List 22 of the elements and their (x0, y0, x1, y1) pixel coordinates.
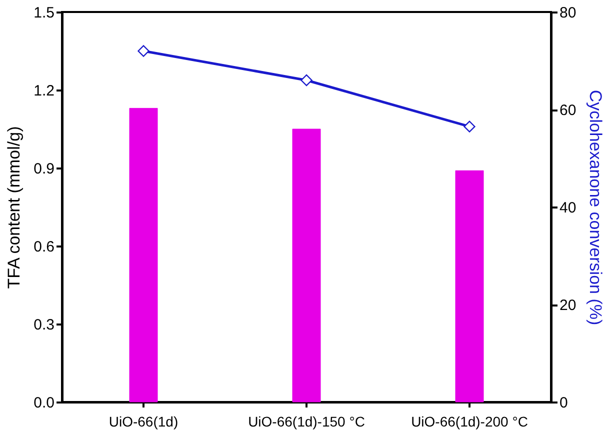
bar (455, 170, 484, 402)
point (300, 74, 312, 86)
y-tick-label: 1.5 (34, 4, 54, 22)
y-tick-label: 1.2 (34, 82, 54, 100)
y-tick-label: 0.3 (34, 316, 54, 334)
y-tick-label: 0.6 (34, 238, 54, 256)
x-tick-label: UiO-66(1d) (108, 414, 178, 430)
y-axis-title: TFA content (mmol/g) (4, 126, 24, 289)
y-tick-label: 0.0 (34, 394, 54, 412)
y2-tick-label: 40 (560, 200, 576, 216)
y-tick-label: 0.9 (34, 160, 54, 178)
x-tick-label: UiO-66(1d)-150 °C (248, 414, 365, 430)
x-tick-label: UiO-66(1d)-200 °C (411, 414, 528, 430)
point (138, 45, 150, 57)
y2-tick-label: 0 (560, 394, 568, 412)
y2-tick-label: 80 (560, 4, 576, 22)
bar (129, 108, 158, 402)
bar (292, 128, 321, 402)
y2-tick-label: 60 (560, 102, 576, 119)
y2-tick-label: 20 (560, 297, 576, 314)
point (464, 120, 476, 132)
y2-axis-title: Cyclohexanone conversion (%) (586, 90, 606, 326)
